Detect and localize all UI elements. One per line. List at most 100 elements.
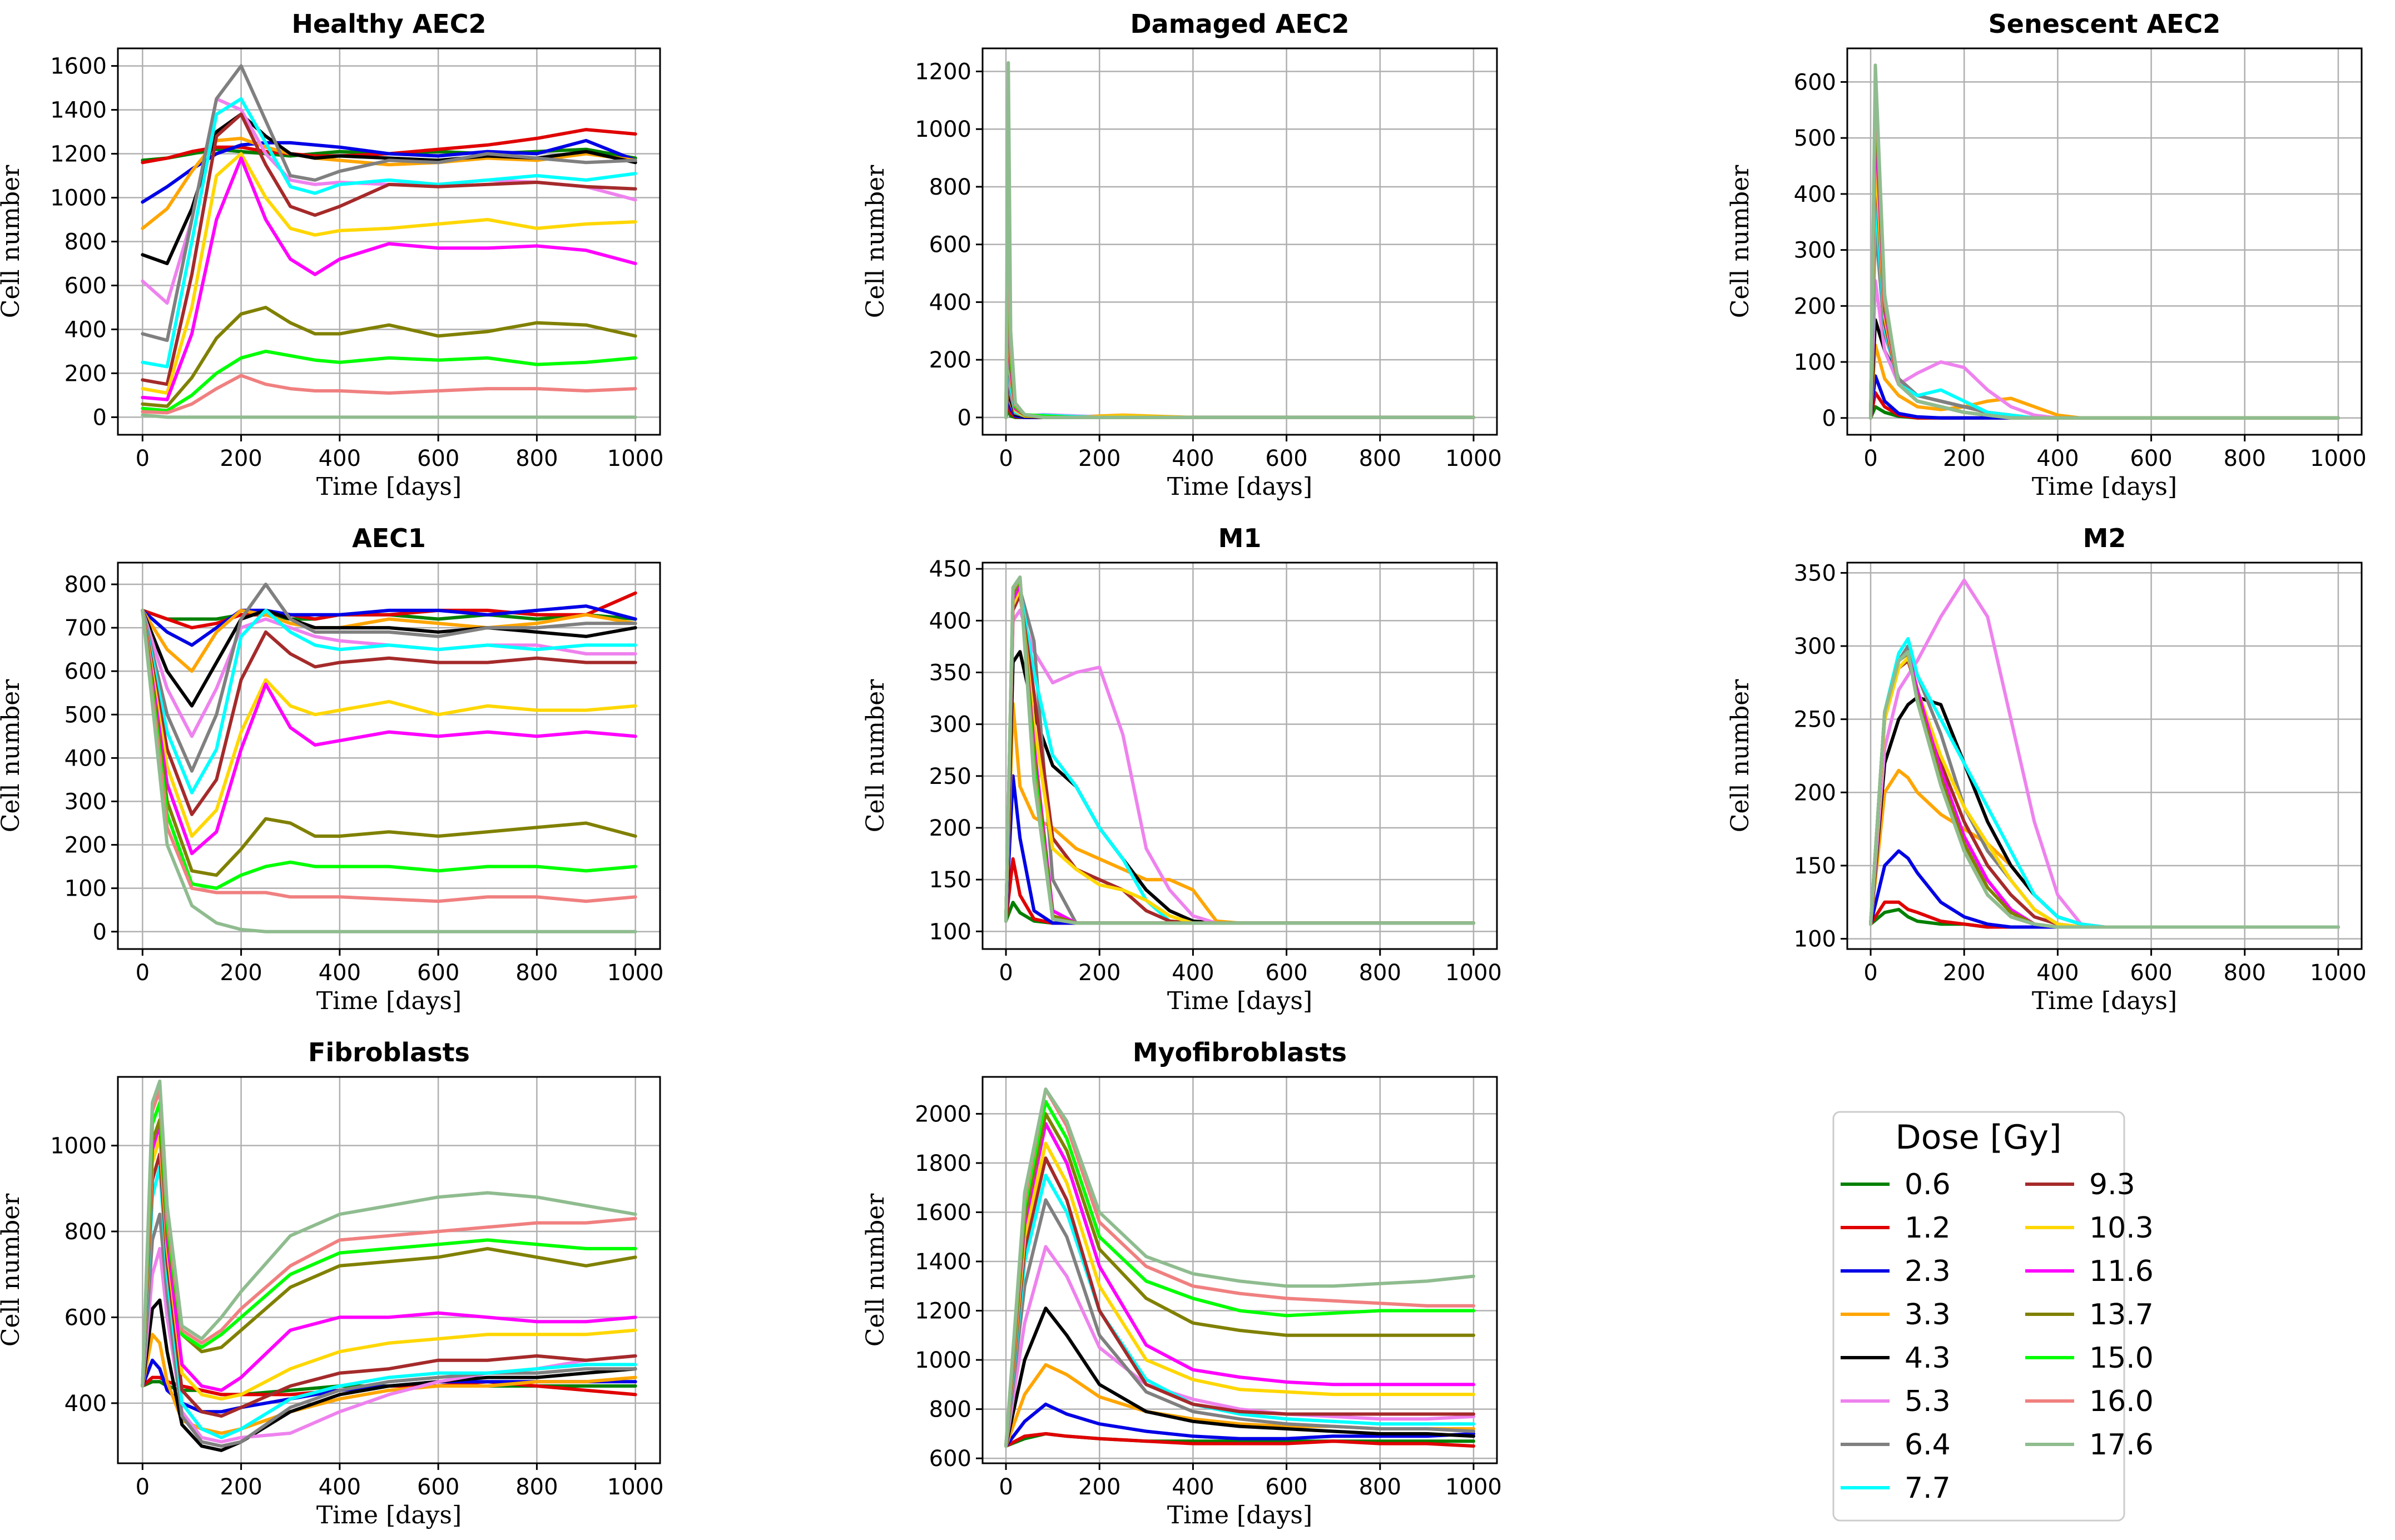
series-line-dose-3.3: [1004, 702, 1475, 925]
series-line-dose-9.3: [141, 608, 637, 816]
y-tick-label: 1400: [50, 98, 107, 123]
x-tick-label: 1000: [607, 446, 664, 471]
series-line-dose-10.3: [1004, 588, 1475, 925]
x-tick-label: 0: [999, 960, 1013, 986]
panel-aec1: 0 200 400 600 800 1000 0 100 200 300 400 500 600 700 8…: [0, 523, 664, 1015]
y-axis-label: Cell number: [861, 165, 890, 318]
series-line-dose-4.3: [1869, 318, 2340, 420]
series-line-dose-11.6: [141, 156, 637, 401]
x-axis-label: Time [days]: [316, 987, 462, 1015]
legend-entry-dose-15.0: 15.0: [2025, 1342, 2154, 1375]
x-tick-label: 800: [2224, 960, 2266, 986]
y-tick-label: 300: [929, 712, 971, 738]
x-tick-label: 200: [220, 960, 262, 986]
x-tick-label: 600: [417, 446, 459, 471]
x-tick-label: 0: [136, 960, 150, 986]
series-line-dose-9.3: [1004, 593, 1475, 925]
x-tick-label: 200: [1943, 446, 1985, 471]
series-line-dose-16.0: [1869, 74, 2340, 420]
y-tick-label: 800: [929, 175, 971, 200]
y-tick-label: 200: [65, 361, 107, 386]
panel-senescent-aec2: 0 200 400 600 800 1000 0 100 200 300 400 500 600 Sene…: [1726, 9, 2367, 501]
axes-frame: [981, 562, 1498, 950]
y-tick-label: 400: [65, 1391, 107, 1417]
legend-title: Dose [Gy]: [1896, 1118, 2062, 1157]
x-axis-label: Time [days]: [2032, 987, 2177, 1015]
series-line-dose-13.7: [1004, 577, 1475, 925]
series-line-dose-2.3: [1004, 1402, 1475, 1448]
y-tick-label: 800: [65, 230, 107, 255]
x-tick-label: 600: [1265, 960, 1307, 986]
series-line-dose-5.3: [1004, 344, 1475, 419]
series-line-dose-2.3: [1869, 374, 2340, 420]
y-tick-label: 150: [929, 867, 971, 893]
series-line-dose-13.7: [1004, 1112, 1475, 1448]
x-tick-label: 200: [220, 446, 262, 471]
x-tick-label: 400: [1172, 960, 1214, 986]
y-tick-label: 0: [1822, 406, 1836, 431]
legend-entry-dose-6.4: 6.4: [1841, 1428, 1951, 1462]
series-line-dose-15.0: [141, 608, 637, 890]
x-tick-label: 200: [1078, 446, 1120, 471]
y-tick-label: 350: [1794, 560, 1836, 586]
series-line-dose-5.3: [141, 97, 637, 305]
x-tick-label: 800: [515, 1474, 558, 1500]
series-line-dose-17.6: [1004, 575, 1475, 925]
x-tick-label: 400: [319, 446, 361, 471]
series-group: [141, 1079, 637, 1452]
series-line-dose-2.3: [1869, 849, 2340, 929]
y-tick-label: 500: [65, 702, 107, 728]
y-tick-label: 500: [1794, 126, 1836, 151]
series-group: [1869, 63, 2340, 420]
y-tick-label: 250: [929, 764, 971, 789]
series-line-dose-5.3: [1004, 1245, 1475, 1448]
y-tick-label: 700: [65, 615, 107, 641]
x-tick-label: 0: [999, 1474, 1013, 1500]
x-tick-label: 600: [2130, 446, 2172, 471]
x-tick-label: 0: [1863, 960, 1877, 986]
x-tick-label: 0: [136, 1474, 150, 1500]
series-line-dose-16.0: [1004, 142, 1475, 419]
x-tick-label: 600: [2130, 960, 2172, 986]
panel-title: Myofibroblasts: [1133, 1037, 1347, 1067]
x-tick-label: 800: [1359, 1474, 1401, 1500]
series-line-dose-7.7: [1004, 306, 1475, 419]
dose-legend: Dose [Gy] 0.6 1.2 2.3 3.3 4.3 5.3 6.4 7.7 9.3 10.…: [1832, 1111, 2154, 1522]
y-tick-label: 250: [1794, 707, 1836, 733]
series-line-dose-17.6: [141, 608, 637, 933]
legend-label: 0.6: [1905, 1168, 1951, 1201]
axes-frame: [981, 47, 1498, 436]
legend-entry-dose-9.3: 9.3: [2025, 1168, 2135, 1201]
y-tick-label: 200: [929, 816, 971, 841]
y-tick-label: 100: [1794, 350, 1836, 375]
series-line-dose-10.3: [141, 152, 637, 395]
legend-frame: [1832, 1111, 2125, 1522]
x-tick-label: 0: [136, 446, 150, 471]
y-tick-label: 1800: [915, 1151, 971, 1176]
panel-title: Senescent AEC2: [1989, 9, 2221, 39]
series-line-dose-11.6: [1004, 242, 1475, 419]
series-line-dose-4.3: [1004, 1306, 1475, 1448]
series-line-dose-0.6: [1869, 907, 2340, 929]
series-line-dose-4.3: [1004, 358, 1475, 419]
series-line-dose-10.3: [1004, 266, 1475, 419]
legend-label: 5.3: [1905, 1385, 1951, 1418]
y-axis-label: Cell number: [0, 1193, 25, 1347]
panel-myofibroblasts: 0 200 400 600 800 1000 600 800 1000 1200 1400 1600 1…: [861, 1037, 1502, 1529]
series-line-dose-11.6: [141, 1122, 637, 1392]
series-line-dose-10.3: [1004, 1141, 1475, 1448]
x-tick-label: 600: [1265, 1474, 1307, 1500]
legend-entry-dose-5.3: 5.3: [1841, 1385, 1951, 1418]
series-line-dose-15.0: [1004, 577, 1475, 925]
y-tick-label: 300: [65, 789, 107, 814]
series-line-dose-15.0: [141, 349, 637, 413]
legend-label: 3.3: [1905, 1298, 1951, 1332]
x-tick-label: 0: [999, 446, 1013, 471]
y-axis-label: Cell number: [0, 679, 25, 832]
x-tick-label: 1000: [607, 960, 664, 986]
x-axis-label: Time [days]: [2032, 473, 2177, 501]
x-tick-label: 1000: [1445, 446, 1502, 471]
series-line-dose-13.7: [141, 608, 637, 877]
axes-frame: [1846, 562, 2363, 950]
y-tick-label: 1600: [915, 1200, 971, 1225]
